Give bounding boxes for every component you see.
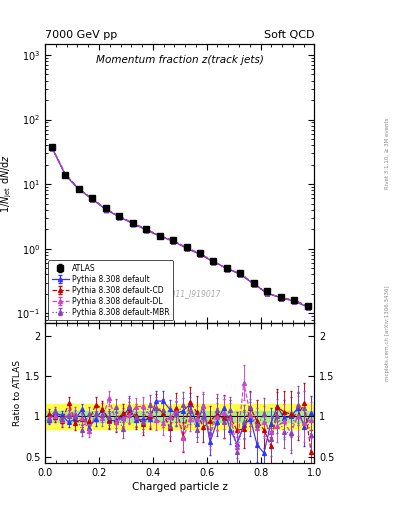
Text: ATLAS_2011_I919017: ATLAS_2011_I919017 — [139, 289, 221, 298]
X-axis label: Charged particle z: Charged particle z — [132, 482, 228, 493]
Legend: ATLAS, Pythia 8.308 default, Pythia 8.308 default-CD, Pythia 8.308 default-DL, P: ATLAS, Pythia 8.308 default, Pythia 8.30… — [48, 260, 173, 321]
Y-axis label: Ratio to ATLAS: Ratio to ATLAS — [13, 360, 22, 426]
Text: mcplots.cern.ch [arXiv:1306.3436]: mcplots.cern.ch [arXiv:1306.3436] — [385, 285, 389, 380]
Text: 7000 GeV pp: 7000 GeV pp — [45, 30, 118, 40]
Text: Soft QCD: Soft QCD — [264, 30, 314, 40]
Bar — [45, 411, 314, 422]
Text: Momentum fraction z(track jets): Momentum fraction z(track jets) — [96, 55, 264, 65]
Y-axis label: $1/N_\mathrm{jet}\ \mathrm{d}N/\mathrm{d}z$: $1/N_\mathrm{jet}\ \mathrm{d}N/\mathrm{d… — [0, 154, 14, 213]
Bar — [45, 404, 314, 429]
Text: Rivet 3.1.10, ≥ 3M events: Rivet 3.1.10, ≥ 3M events — [385, 118, 389, 189]
